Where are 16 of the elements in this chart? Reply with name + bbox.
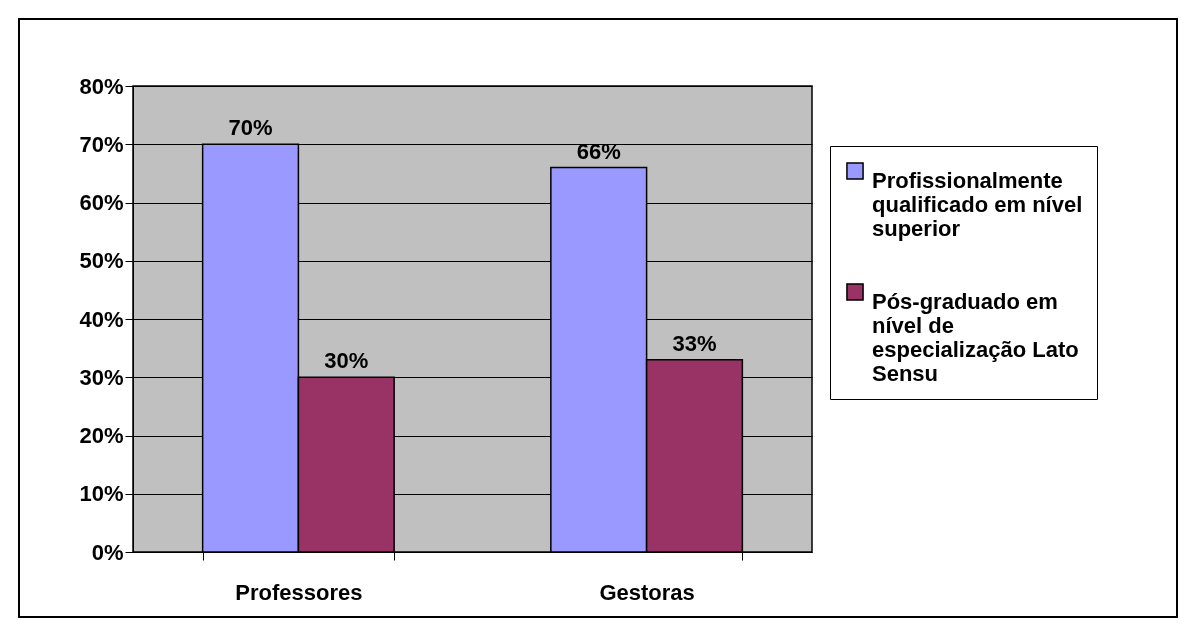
data-label: 30% bbox=[324, 348, 369, 374]
x-tick-label: Gestoras bbox=[599, 579, 695, 605]
y-tick-label: 60% bbox=[79, 190, 124, 215]
y-tick-label: 80% bbox=[79, 73, 124, 99]
data-label: 70% bbox=[228, 115, 273, 141]
y-tick-label: 10% bbox=[79, 481, 124, 507]
y-tick-label: 70% bbox=[79, 131, 124, 157]
legend-label: Pós-graduado em nível de especialização Lato Sensu bbox=[872, 289, 1079, 386]
data-label: 33% bbox=[672, 330, 717, 356]
y-tick-label: 30% bbox=[79, 364, 124, 390]
y-tick-label: 40% bbox=[79, 306, 124, 332]
y-tick-label: 20% bbox=[79, 423, 124, 448]
x-tick-label: Professores bbox=[235, 579, 363, 605]
y-tick-label: 0% bbox=[91, 539, 124, 565]
legend-label: Profissionalmente qualificado em nível superior bbox=[872, 168, 1083, 241]
y-tick-label: 50% bbox=[79, 248, 124, 274]
